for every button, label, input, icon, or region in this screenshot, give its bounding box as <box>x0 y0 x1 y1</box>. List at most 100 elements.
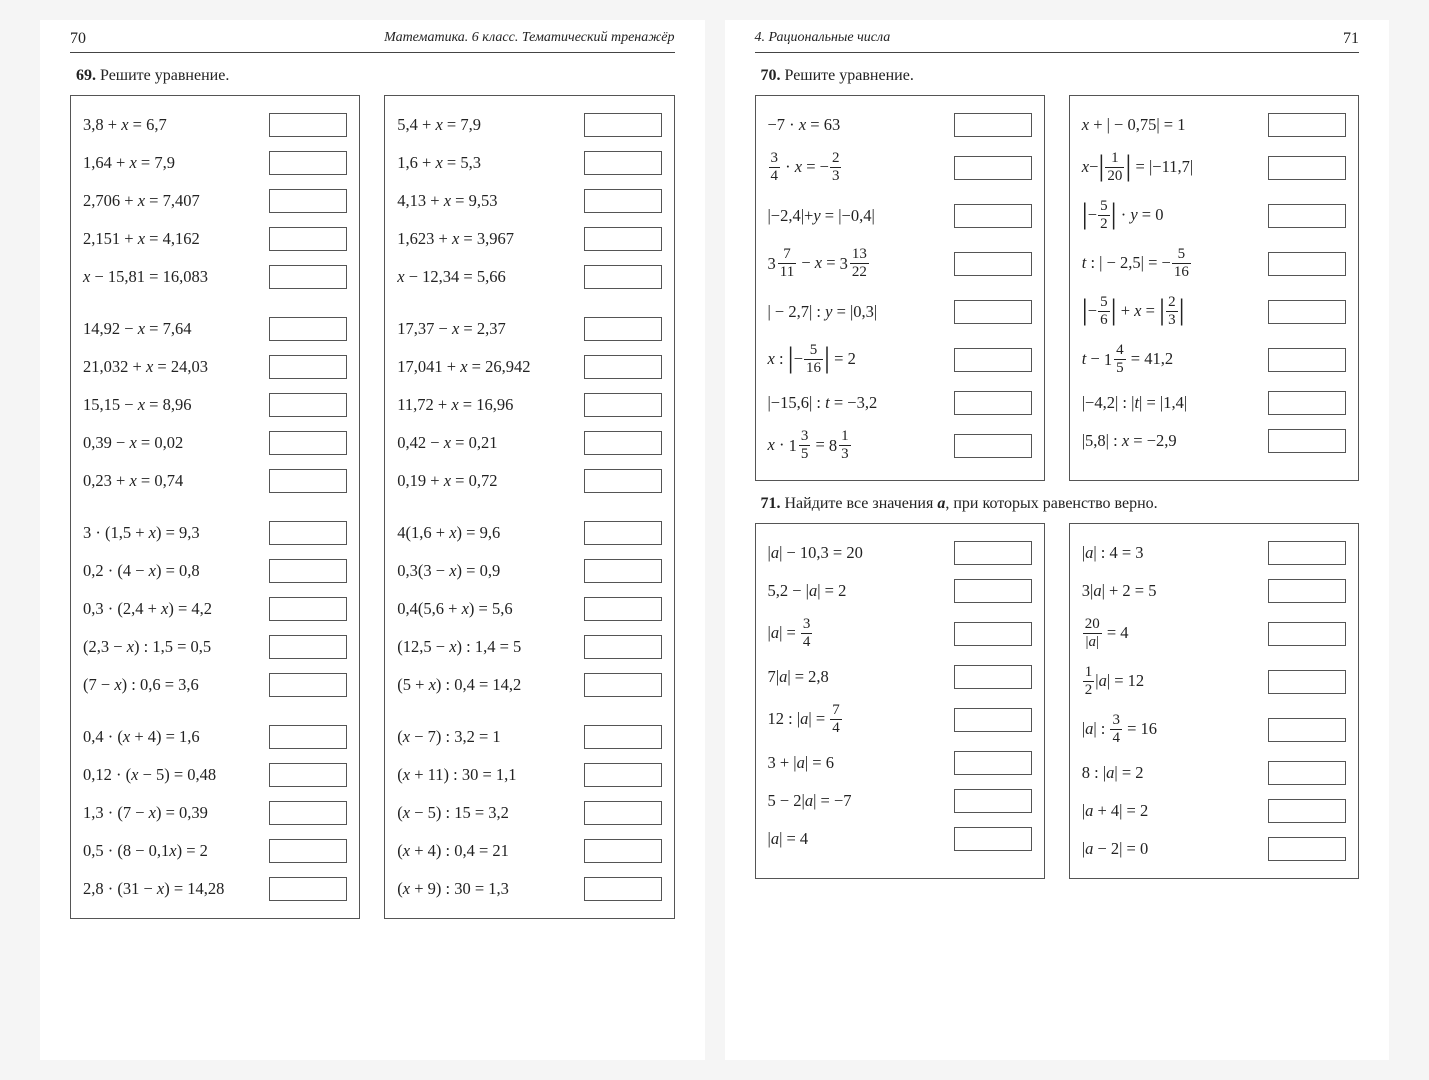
spacer <box>397 704 661 718</box>
equation-row: 15,15 − x = 8,96 <box>83 386 347 424</box>
answer-box[interactable] <box>1268 113 1346 137</box>
equation-expression: 5 − 2|a| = −7 <box>768 791 852 811</box>
answer-box[interactable] <box>1268 429 1346 453</box>
answer-box[interactable] <box>584 635 662 659</box>
answer-box[interactable] <box>954 348 1032 372</box>
equation-expression: 2,706 + x = 7,407 <box>83 191 200 211</box>
answer-box[interactable] <box>954 156 1032 180</box>
equation-row: |a + 4| = 2 <box>1082 792 1346 830</box>
answer-box[interactable] <box>954 541 1032 565</box>
answer-box[interactable] <box>269 265 347 289</box>
answer-box[interactable] <box>1268 622 1346 646</box>
answer-box[interactable] <box>584 877 662 901</box>
answer-box[interactable] <box>269 635 347 659</box>
answer-box[interactable] <box>1268 837 1346 861</box>
answer-box[interactable] <box>954 204 1032 228</box>
answer-box[interactable] <box>269 151 347 175</box>
answer-box[interactable] <box>269 227 347 251</box>
equation-row: 17,37 − x = 2,37 <box>397 310 661 348</box>
answer-box[interactable] <box>584 393 662 417</box>
answer-box[interactable] <box>954 252 1032 276</box>
answer-box[interactable] <box>954 751 1032 775</box>
page-number-right: 71 <box>1343 30 1359 48</box>
equation-expression: 20|a| = 4 <box>1082 617 1129 651</box>
answer-box[interactable] <box>954 434 1032 458</box>
answer-box[interactable] <box>584 265 662 289</box>
answer-box[interactable] <box>269 189 347 213</box>
answer-box[interactable] <box>1268 670 1346 694</box>
answer-box[interactable] <box>269 469 347 493</box>
answer-box[interactable] <box>584 763 662 787</box>
answer-box[interactable] <box>954 113 1032 137</box>
answer-box[interactable] <box>584 469 662 493</box>
answer-box[interactable] <box>269 673 347 697</box>
equation-row: 0,4 · (x + 4) = 1,6 <box>83 718 347 756</box>
answer-box[interactable] <box>954 789 1032 813</box>
answer-box[interactable] <box>1268 541 1346 565</box>
section-title: 4. Рациональные числа <box>755 30 891 48</box>
answer-box[interactable] <box>584 431 662 455</box>
equation-expression: t : | − 2,5| = −516 <box>1082 247 1192 281</box>
answer-box[interactable] <box>269 725 347 749</box>
equation-row: |−52| · y = 0 <box>1082 192 1346 240</box>
page-header-right: 4. Рациональные числа 71 <box>755 30 1360 53</box>
answer-box[interactable] <box>1268 579 1346 603</box>
answer-box[interactable] <box>1268 348 1346 372</box>
equation-expression: 3 · (1,5 + x) = 9,3 <box>83 523 200 543</box>
answer-box[interactable] <box>1268 156 1346 180</box>
task-70-text: Решите уравнение. <box>785 67 914 84</box>
spacer <box>83 500 347 514</box>
equation-expression: 5,2 − |a| = 2 <box>768 581 847 601</box>
answer-box[interactable] <box>1268 761 1346 785</box>
answer-box[interactable] <box>954 622 1032 646</box>
page-71: 4. Рациональные числа 71 70. Решите урав… <box>725 20 1390 1060</box>
answer-box[interactable] <box>584 189 662 213</box>
answer-box[interactable] <box>1268 799 1346 823</box>
answer-box[interactable] <box>1268 252 1346 276</box>
answer-box[interactable] <box>1268 391 1346 415</box>
answer-box[interactable] <box>269 393 347 417</box>
answer-box[interactable] <box>584 151 662 175</box>
answer-box[interactable] <box>1268 718 1346 742</box>
answer-box[interactable] <box>269 597 347 621</box>
answer-box[interactable] <box>584 113 662 137</box>
answer-box[interactable] <box>1268 300 1346 324</box>
answer-box[interactable] <box>954 579 1032 603</box>
task-71-columns: |a| − 10,3 = 205,2 − |a| = 2|a| = 347|a|… <box>755 523 1360 879</box>
answer-box[interactable] <box>269 317 347 341</box>
equation-expression: 8 : |a| = 2 <box>1082 763 1144 783</box>
equation-row: x−|120| = |−11,7| <box>1082 144 1346 192</box>
equation-row: 1,3 · (7 − x) = 0,39 <box>83 794 347 832</box>
answer-box[interactable] <box>954 665 1032 689</box>
equation-expression: 0,39 − x = 0,02 <box>83 433 183 453</box>
answer-box[interactable] <box>584 521 662 545</box>
answer-box[interactable] <box>269 521 347 545</box>
answer-box[interactable] <box>269 559 347 583</box>
answer-box[interactable] <box>954 391 1032 415</box>
answer-box[interactable] <box>269 801 347 825</box>
answer-box[interactable] <box>584 839 662 863</box>
answer-box[interactable] <box>954 827 1032 851</box>
answer-box[interactable] <box>584 355 662 379</box>
answer-box[interactable] <box>954 708 1032 732</box>
equation-expression: |a − 2| = 0 <box>1082 839 1148 859</box>
task-70-number: 70. <box>761 67 781 84</box>
answer-box[interactable] <box>584 559 662 583</box>
answer-box[interactable] <box>584 801 662 825</box>
answer-box[interactable] <box>269 763 347 787</box>
answer-box[interactable] <box>584 597 662 621</box>
answer-box[interactable] <box>269 355 347 379</box>
answer-box[interactable] <box>954 300 1032 324</box>
equation-expression: |a + 4| = 2 <box>1082 801 1148 821</box>
equation-row: |a| = 4 <box>768 820 1032 858</box>
answer-box[interactable] <box>1268 204 1346 228</box>
answer-box[interactable] <box>584 673 662 697</box>
answer-box[interactable] <box>269 431 347 455</box>
answer-box[interactable] <box>584 725 662 749</box>
answer-box[interactable] <box>269 877 347 901</box>
answer-box[interactable] <box>584 227 662 251</box>
equation-expression: 1,64 + x = 7,9 <box>83 153 175 173</box>
answer-box[interactable] <box>269 113 347 137</box>
answer-box[interactable] <box>584 317 662 341</box>
answer-box[interactable] <box>269 839 347 863</box>
